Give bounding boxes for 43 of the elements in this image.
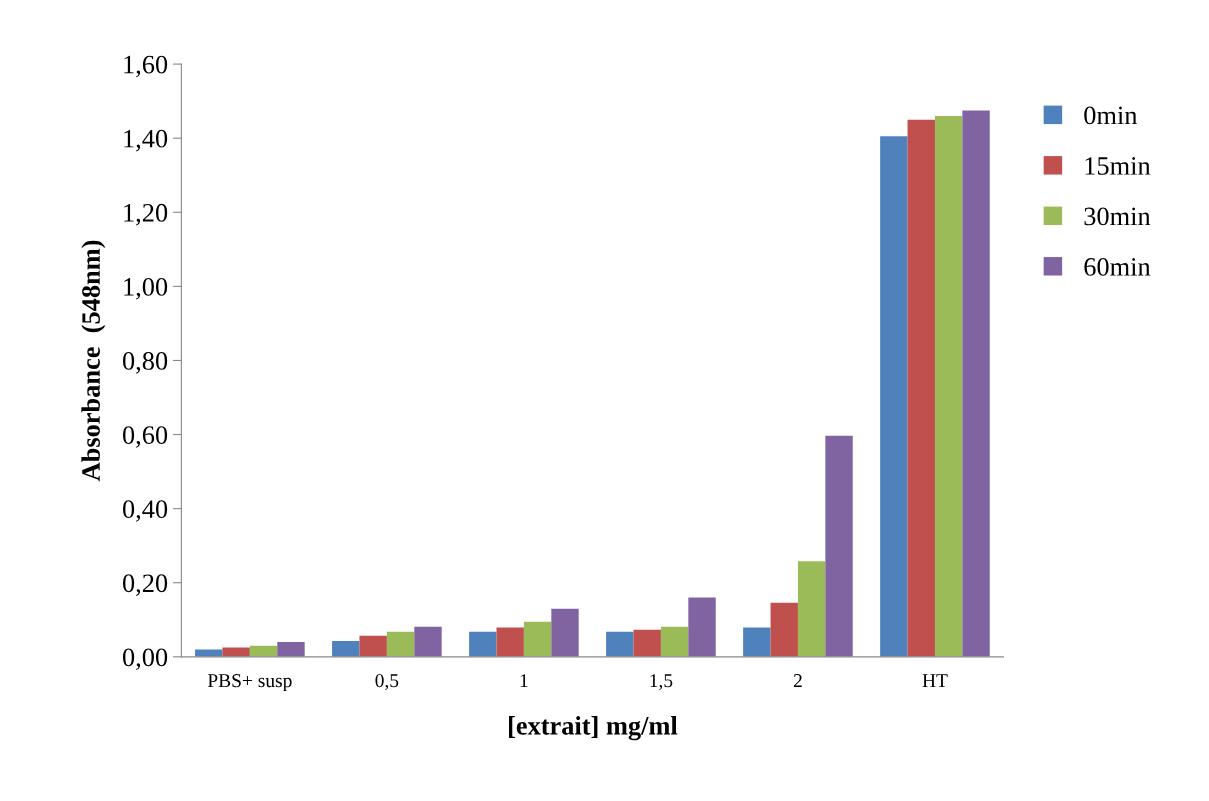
y-tick-label: 1,00 bbox=[124, 277, 168, 300]
bar bbox=[469, 631, 497, 657]
bar bbox=[359, 635, 387, 657]
legend-label: 0min bbox=[1084, 106, 1138, 125]
y-tick-label: 1,60 bbox=[124, 55, 168, 78]
bar bbox=[414, 626, 442, 657]
bar bbox=[688, 597, 716, 657]
x-tick-label: PBS+ susp bbox=[207, 674, 292, 692]
bar bbox=[962, 110, 990, 657]
legend-label: 60min bbox=[1084, 257, 1151, 276]
bar bbox=[386, 631, 415, 657]
bar bbox=[770, 602, 798, 657]
bar bbox=[743, 627, 771, 657]
bar bbox=[496, 627, 524, 657]
x-axis-title: [extrait] mg/ml bbox=[509, 716, 678, 741]
bar bbox=[277, 642, 305, 657]
bar bbox=[797, 561, 826, 657]
bar bbox=[660, 626, 689, 657]
y-tick-label: 1,20 bbox=[124, 203, 168, 226]
bar bbox=[332, 640, 360, 657]
x-tick-label: 1,5 bbox=[650, 674, 673, 690]
bar bbox=[825, 435, 853, 657]
bar bbox=[907, 119, 935, 657]
bar bbox=[551, 608, 579, 657]
y-tick-label: 0,40 bbox=[122, 500, 168, 522]
bar bbox=[934, 115, 963, 657]
y-tick-label: 0,20 bbox=[122, 574, 168, 596]
bar bbox=[633, 629, 661, 657]
bar bbox=[523, 621, 552, 657]
bar bbox=[606, 631, 634, 657]
x-tick-label: 2 bbox=[793, 674, 802, 687]
x-tick-label: 0,5 bbox=[375, 674, 399, 690]
legend-label: 30min bbox=[1084, 207, 1151, 226]
y-tick-label: 0,80 bbox=[122, 352, 168, 374]
legend-label: 15min bbox=[1085, 157, 1151, 175]
bar bbox=[195, 649, 223, 657]
x-tick-label: HT bbox=[922, 674, 948, 687]
y-tick-label: 0,60 bbox=[122, 426, 168, 448]
y-axis-title: Absorbance (548nm) bbox=[81, 240, 106, 482]
bar bbox=[880, 136, 908, 657]
y-tick-label: 1,40 bbox=[124, 129, 168, 152]
y-tick-label: 0,00 bbox=[122, 648, 168, 671]
x-tick-label: 1 bbox=[520, 674, 528, 687]
